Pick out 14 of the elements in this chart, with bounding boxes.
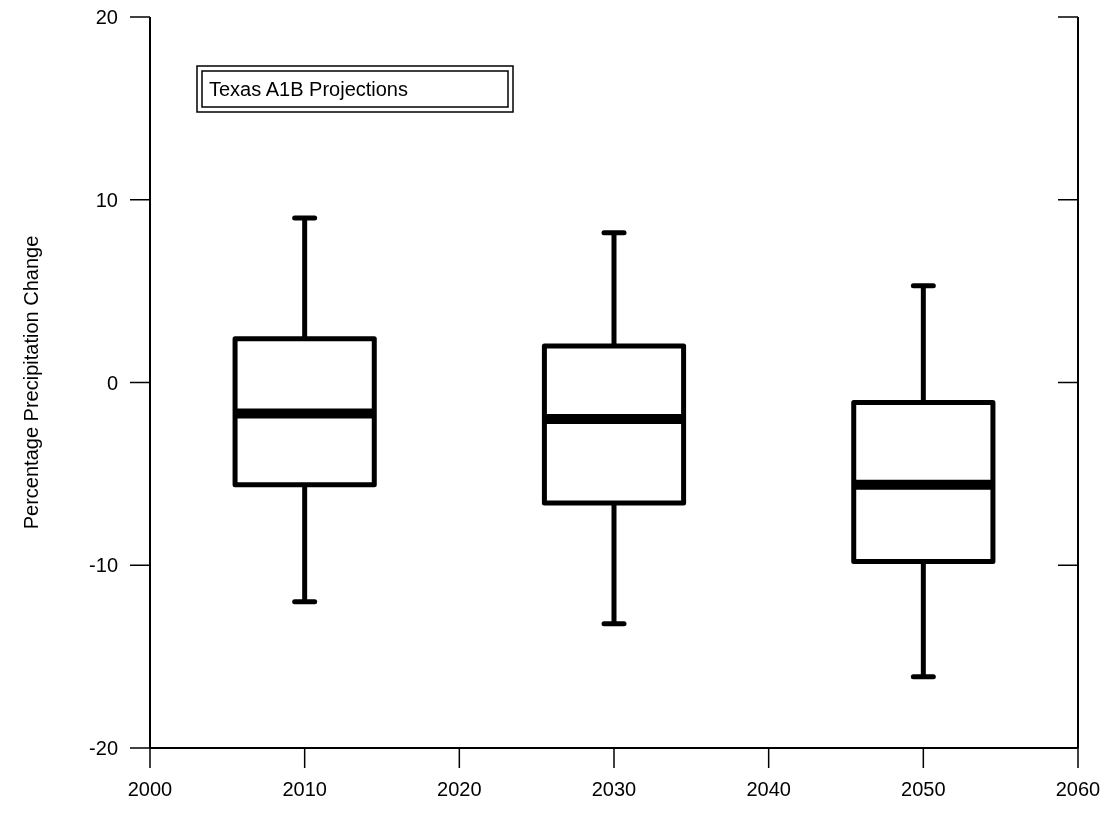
- x-tick-label: 2060: [1055, 778, 1101, 800]
- y-tick-label: 20: [95, 6, 118, 28]
- x-tick-label: 2020: [437, 778, 482, 800]
- x-tick-label: 2040: [746, 778, 791, 800]
- y-tick-label: -10: [89, 554, 118, 577]
- y-axis-title: Percentage Precipitation Change: [20, 235, 42, 530]
- x-tick-label: 2050: [901, 778, 946, 800]
- y-tick-label: 10: [95, 188, 118, 211]
- x-tick-label: 2030: [591, 778, 637, 800]
- x-tick-label: 2010: [282, 778, 327, 800]
- annotation: Texas A1B Projections: [209, 78, 408, 100]
- y-tick-label: -20: [89, 737, 118, 759]
- y-tick-label: 0: [106, 371, 118, 394]
- x-tick-label: 2000: [127, 778, 173, 800]
